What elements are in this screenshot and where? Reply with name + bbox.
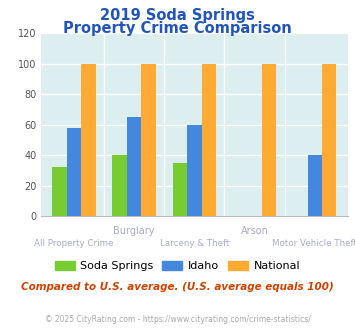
Text: All Property Crime: All Property Crime [34, 239, 114, 248]
Text: © 2025 CityRating.com - https://www.cityrating.com/crime-statistics/: © 2025 CityRating.com - https://www.city… [45, 315, 310, 324]
Bar [262, 63, 276, 216]
Bar [81, 63, 95, 216]
Text: Compared to U.S. average. (U.S. average equals 100): Compared to U.S. average. (U.S. average … [21, 282, 334, 292]
Bar [307, 155, 322, 216]
Text: Larceny & Theft: Larceny & Theft [160, 239, 229, 248]
Bar [127, 117, 141, 216]
Text: Arson: Arson [241, 226, 268, 236]
Text: 2019 Soda Springs: 2019 Soda Springs [100, 8, 255, 23]
Bar [173, 163, 187, 216]
Bar [141, 63, 156, 216]
Bar [187, 124, 202, 216]
Text: Property Crime Comparison: Property Crime Comparison [63, 21, 292, 36]
Bar [52, 167, 67, 216]
Bar [322, 63, 337, 216]
Bar [202, 63, 216, 216]
Bar [67, 128, 81, 216]
Legend: Soda Springs, Idaho, National: Soda Springs, Idaho, National [50, 256, 305, 276]
Text: Burglary: Burglary [113, 226, 155, 236]
Text: Motor Vehicle Theft: Motor Vehicle Theft [272, 239, 355, 248]
Bar [113, 155, 127, 216]
